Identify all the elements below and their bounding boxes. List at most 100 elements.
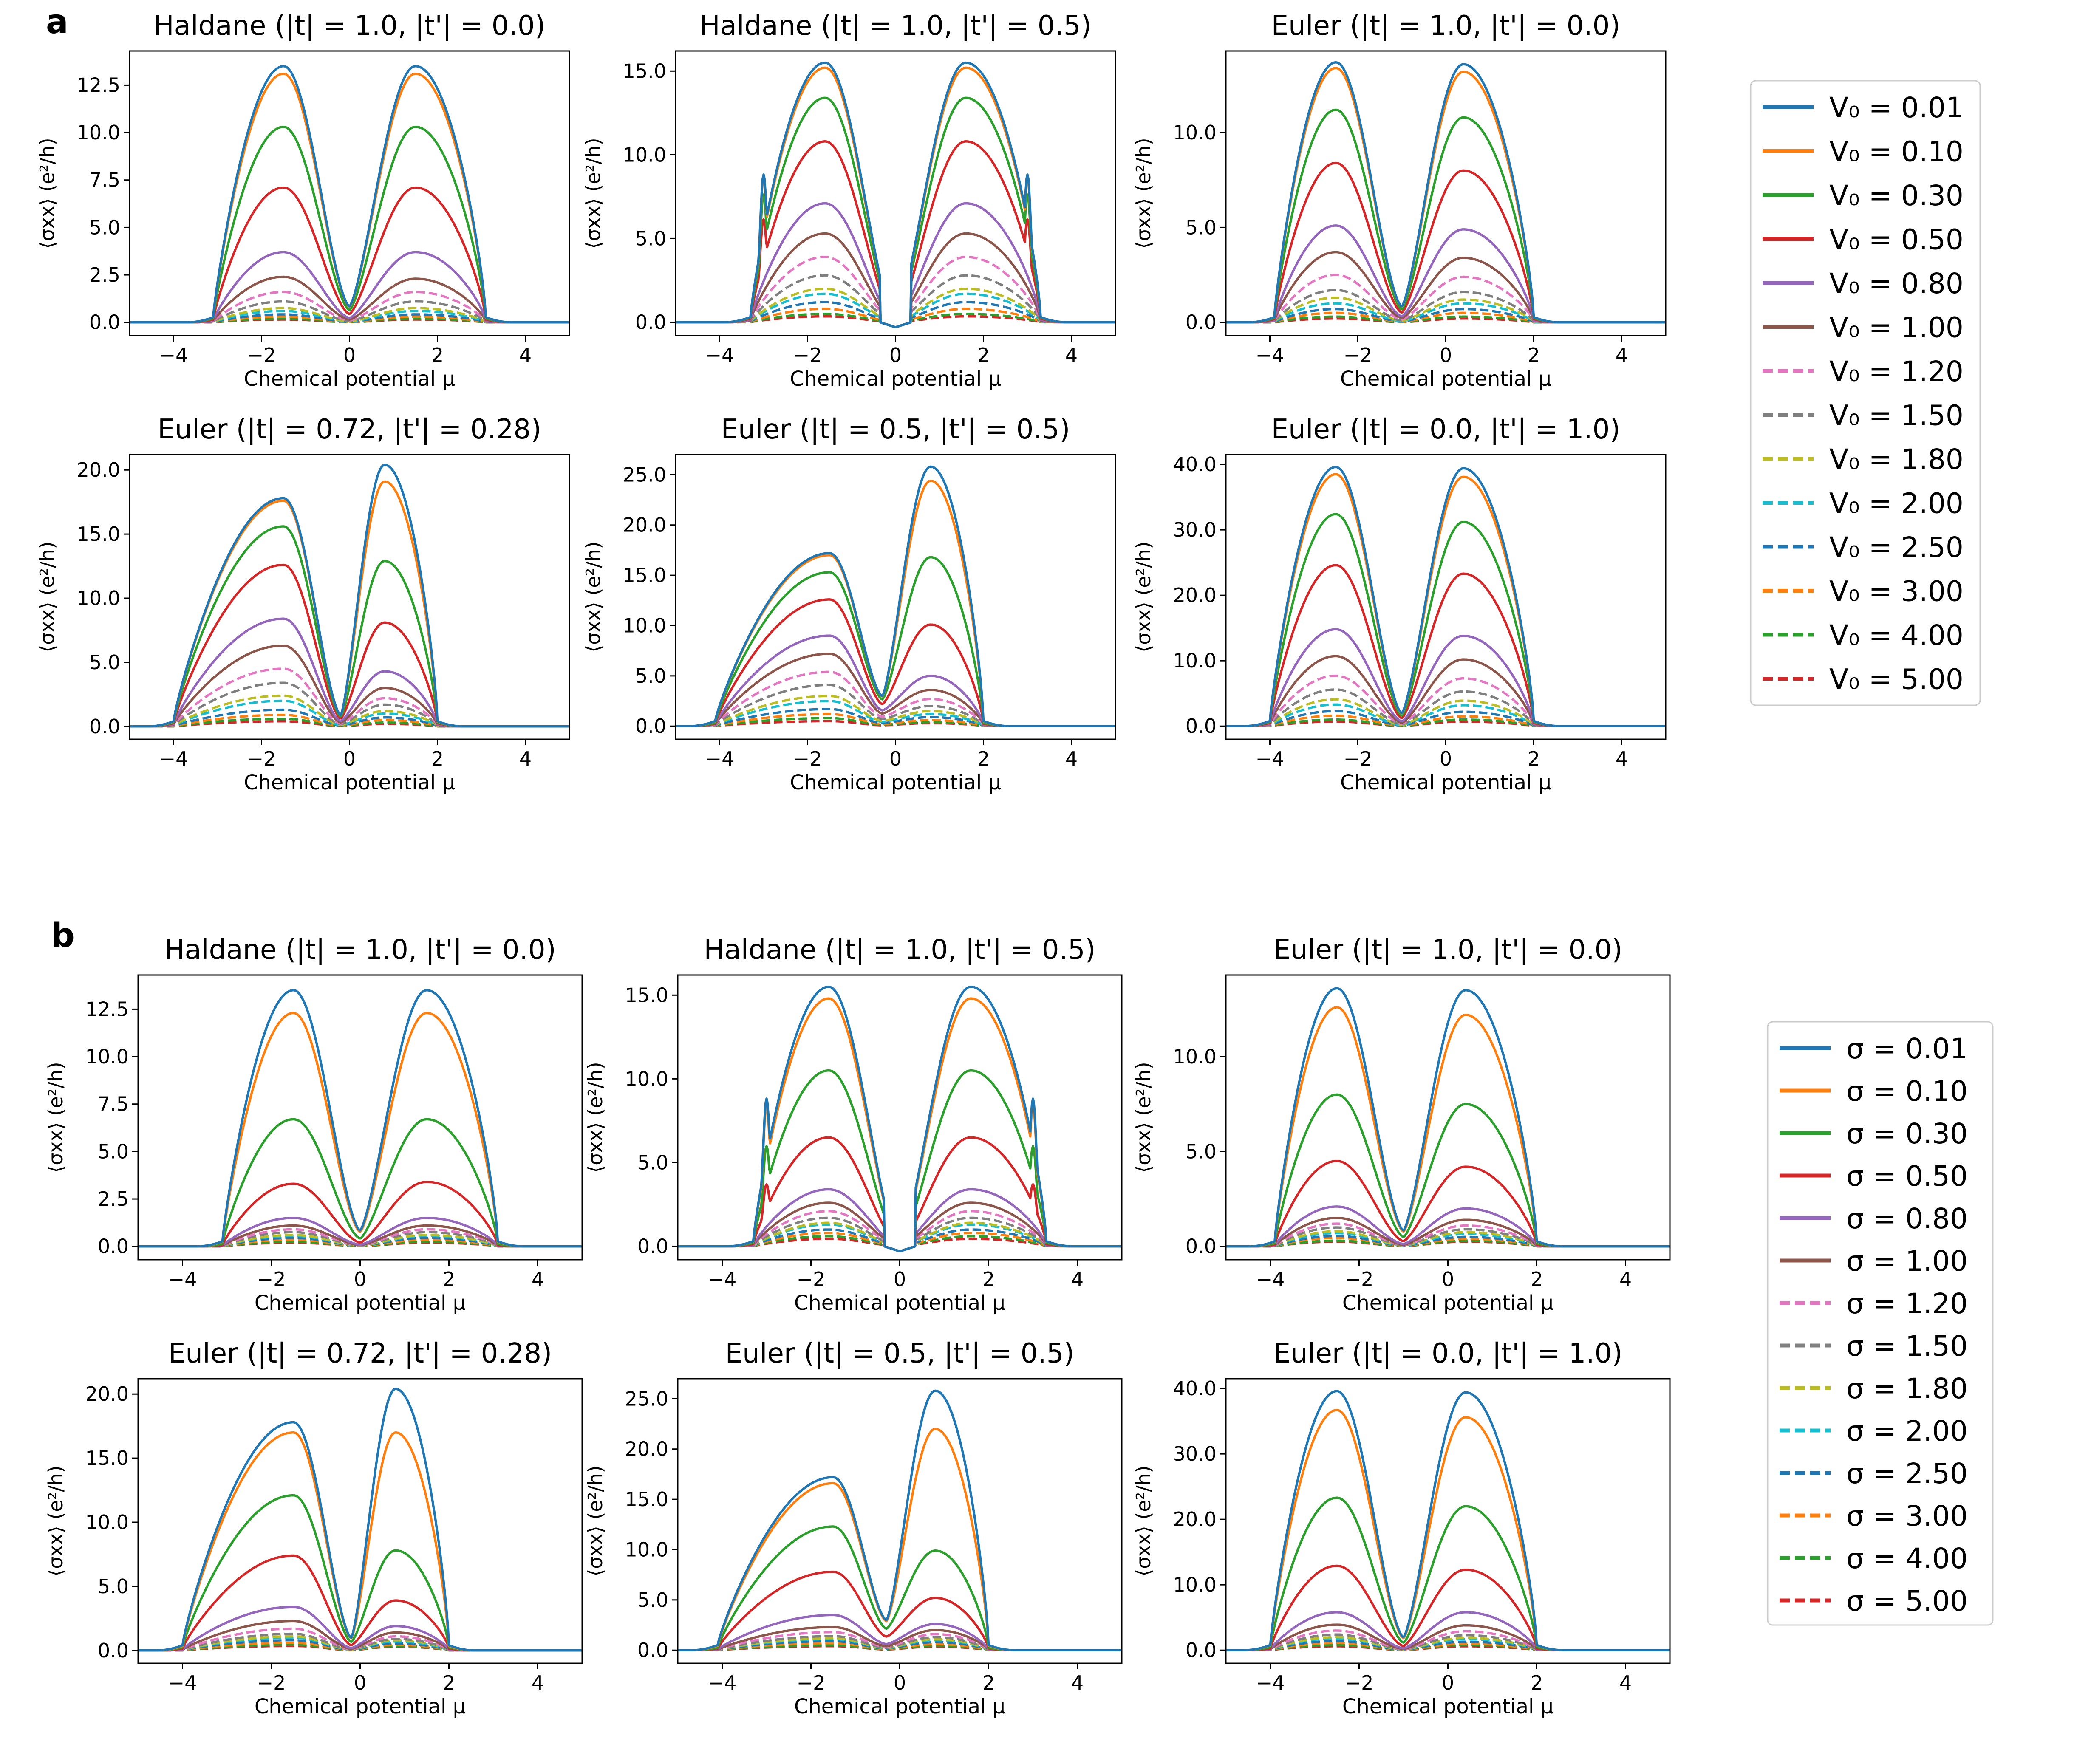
subplot-title: Euler (|t| = 0.0, |t'| = 1.0) [1273,1338,1623,1369]
x-tick-label: −4 [708,1671,737,1694]
y-tick-label: 0.0 [89,311,120,334]
x-tick-label: 4 [532,1671,544,1694]
subplot-title: Euler (|t| = 0.72, |t'| = 0.28) [168,1338,552,1369]
x-tick-label: 4 [1616,747,1628,770]
subplot-2: −4 −2 0 2 4 0.0 5.0 10.0 15.0 Haldane (|t| = 1.0,… [582,10,1116,391]
legend-entry: σ = 1.80 [1846,1372,1968,1405]
y-tick-label: 40.0 [1173,1377,1217,1400]
legend-entry: V₀ = 0.01 [1829,91,1964,124]
y-tick-label: 15.0 [85,1447,129,1470]
subplot-4: −4 −2 0 2 4 0.0 5.0 10.0 15.0 20.0 Euler (|t| = 0.… [36,414,570,794]
x-tick-label: −4 [159,344,188,367]
y-tick-label: 10.0 [1173,1045,1217,1068]
series-line-1 [130,464,569,728]
y-tick-label: 0.0 [1186,311,1217,334]
x-axis-label: Chemical potential μ [244,367,455,391]
series-line-8 [1226,1226,1670,1248]
y-tick-label: 2.5 [98,1187,129,1210]
x-tick-label: −2 [1345,1268,1374,1291]
series-lines [1226,1390,1670,1651]
y-tick-label: 20.0 [77,458,120,481]
legend-entry: σ = 2.50 [1846,1457,1968,1490]
x-tick-label: −4 [1256,747,1285,770]
x-tick-label: 2 [431,747,444,770]
series-line-10 [130,699,569,728]
subplot-5: −4 −2 0 2 4 0.0 5.0 10.0 15.0 20.0 25.0 Euler (|t| … [582,414,1116,794]
x-tick-label: −4 [1256,1671,1285,1694]
series-line-1 [1226,1390,1670,1651]
x-axis-label: Chemical potential μ [790,367,1001,391]
x-tick-label: −2 [257,1268,286,1291]
y-tick-label: 20.0 [625,1438,668,1461]
series-lines [1226,466,1666,727]
legend-entry: σ = 1.00 [1846,1245,1968,1278]
y-tick-label: 5.0 [89,651,120,674]
x-tick-label: 0 [1442,1268,1454,1291]
y-tick-label: 30.0 [1173,1442,1217,1465]
x-tick-label: −2 [793,344,822,367]
legend-entry: σ = 1.20 [1846,1287,1968,1320]
x-tick-label: −2 [797,1268,826,1291]
x-tick-label: 0 [1440,747,1452,770]
x-tick-label: 2 [1528,344,1540,367]
series-line-1 [138,1388,582,1652]
y-tick-label: 0.0 [635,311,666,334]
x-tick-label: −2 [1345,1671,1374,1694]
y-tick-label: 12.5 [85,998,129,1021]
subplot-7: −4 −2 0 2 4 0.0 2.5 5.0 7.5 10.0 12.5 Haldane (|t| … [44,934,583,1315]
series-line-1 [678,985,1122,1253]
series-line-1 [676,61,1115,329]
y-tick-label: 10.0 [77,587,120,610]
y-tick-label: 20.0 [1173,584,1217,607]
legend-b: σ = 0.01 σ = 0.10 σ = 0.30 σ = 0.50 σ = 0.80… [1767,1021,1994,1626]
x-tick-label: 2 [982,1671,995,1694]
legend-entry: V₀ = 2.50 [1829,531,1964,564]
x-tick-label: 2 [977,747,990,770]
x-tick-label: −2 [797,1671,826,1694]
x-axis-label: Chemical potential μ [794,1291,1005,1315]
series-line-1 [138,989,582,1248]
subplot-title: Euler (|t| = 1.0, |t'| = 0.0) [1271,10,1621,42]
y-tick-label: 10.0 [77,121,120,144]
x-tick-label: 0 [354,1671,366,1694]
subplot-title: Haldane (|t| = 1.0, |t'| = 0.0) [164,934,556,966]
x-tick-label: −2 [247,747,276,770]
y-tick-label: 10.0 [1173,649,1217,672]
x-axis-label: Chemical potential μ [1342,1695,1554,1719]
x-tick-label: 4 [1065,344,1078,367]
y-tick-label: 0.0 [635,715,666,738]
legend-entry: σ = 3.00 [1846,1500,1968,1532]
series-line-8 [1226,1633,1670,1651]
legend-entry: V₀ = 3.00 [1829,575,1964,608]
y-axis-label: ⟨σxx⟩ (e²/h) [44,1062,67,1173]
subplot-9: −4 −2 0 2 4 0.0 5.0 10.0 Euler (|t| = 1.0, |t'| … [1132,934,1671,1315]
y-tick-label: 15.0 [77,523,120,546]
x-tick-label: −4 [705,747,734,770]
y-tick-label: 40.0 [1173,453,1217,476]
x-tick-label: 0 [889,344,902,367]
x-tick-label: 4 [1619,1268,1632,1291]
y-tick-label: 10.0 [625,1067,668,1090]
legend-entry: V₀ = 0.50 [1829,223,1964,256]
x-tick-label: 4 [519,747,532,770]
x-tick-label: 4 [519,344,532,367]
x-axis-label: Chemical potential μ [794,1695,1005,1719]
y-axis-label: ⟨σxx⟩ (e²/h) [584,1465,607,1576]
y-tick-label: 5.0 [635,227,666,250]
x-tick-label: −4 [159,747,188,770]
subplot-title: Euler (|t| = 0.0, |t'| = 1.0) [1271,414,1621,445]
legend-entry: σ = 2.00 [1846,1415,1968,1447]
y-tick-label: 20.0 [623,514,666,537]
subplot-8: −4 −2 0 2 4 0.0 5.0 10.0 15.0 Haldane (|t| = 1.0,… [584,934,1123,1315]
x-tick-label: 0 [889,747,902,770]
y-tick-label: 5.0 [635,664,666,687]
y-tick-label: 30.0 [1173,518,1217,541]
legend-entry: V₀ = 0.10 [1829,136,1964,168]
y-tick-label: 20.0 [1173,1508,1217,1531]
y-tick-label: 5.0 [637,1589,668,1611]
x-tick-label: 0 [354,1268,366,1291]
y-tick-label: 5.0 [98,1575,129,1598]
subplot-title: Euler (|t| = 1.0, |t'| = 0.0) [1273,934,1623,966]
